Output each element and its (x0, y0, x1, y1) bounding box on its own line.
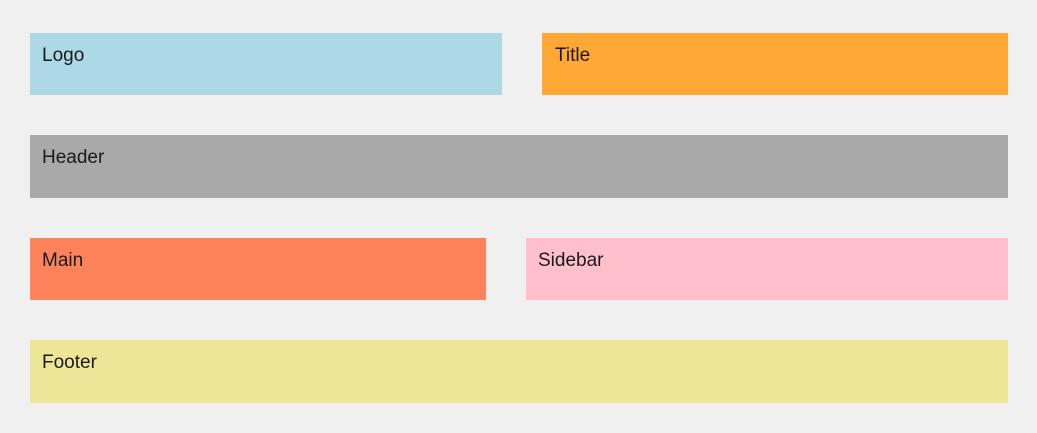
main-region: Main (30, 238, 486, 300)
footer-region-label: Footer (42, 352, 97, 373)
sidebar-region-label: Sidebar (538, 250, 604, 271)
title-region-label: Title (555, 45, 591, 66)
footer-region: Footer (30, 340, 1008, 403)
main-region-label: Main (42, 250, 84, 271)
header-region: Header (30, 135, 1008, 198)
title-region: Title (542, 33, 1008, 95)
header-region-label: Header (42, 147, 105, 168)
sidebar-region: Sidebar (526, 238, 1008, 300)
logo-region-label: Logo (42, 45, 85, 66)
logo-region: Logo (30, 33, 502, 95)
